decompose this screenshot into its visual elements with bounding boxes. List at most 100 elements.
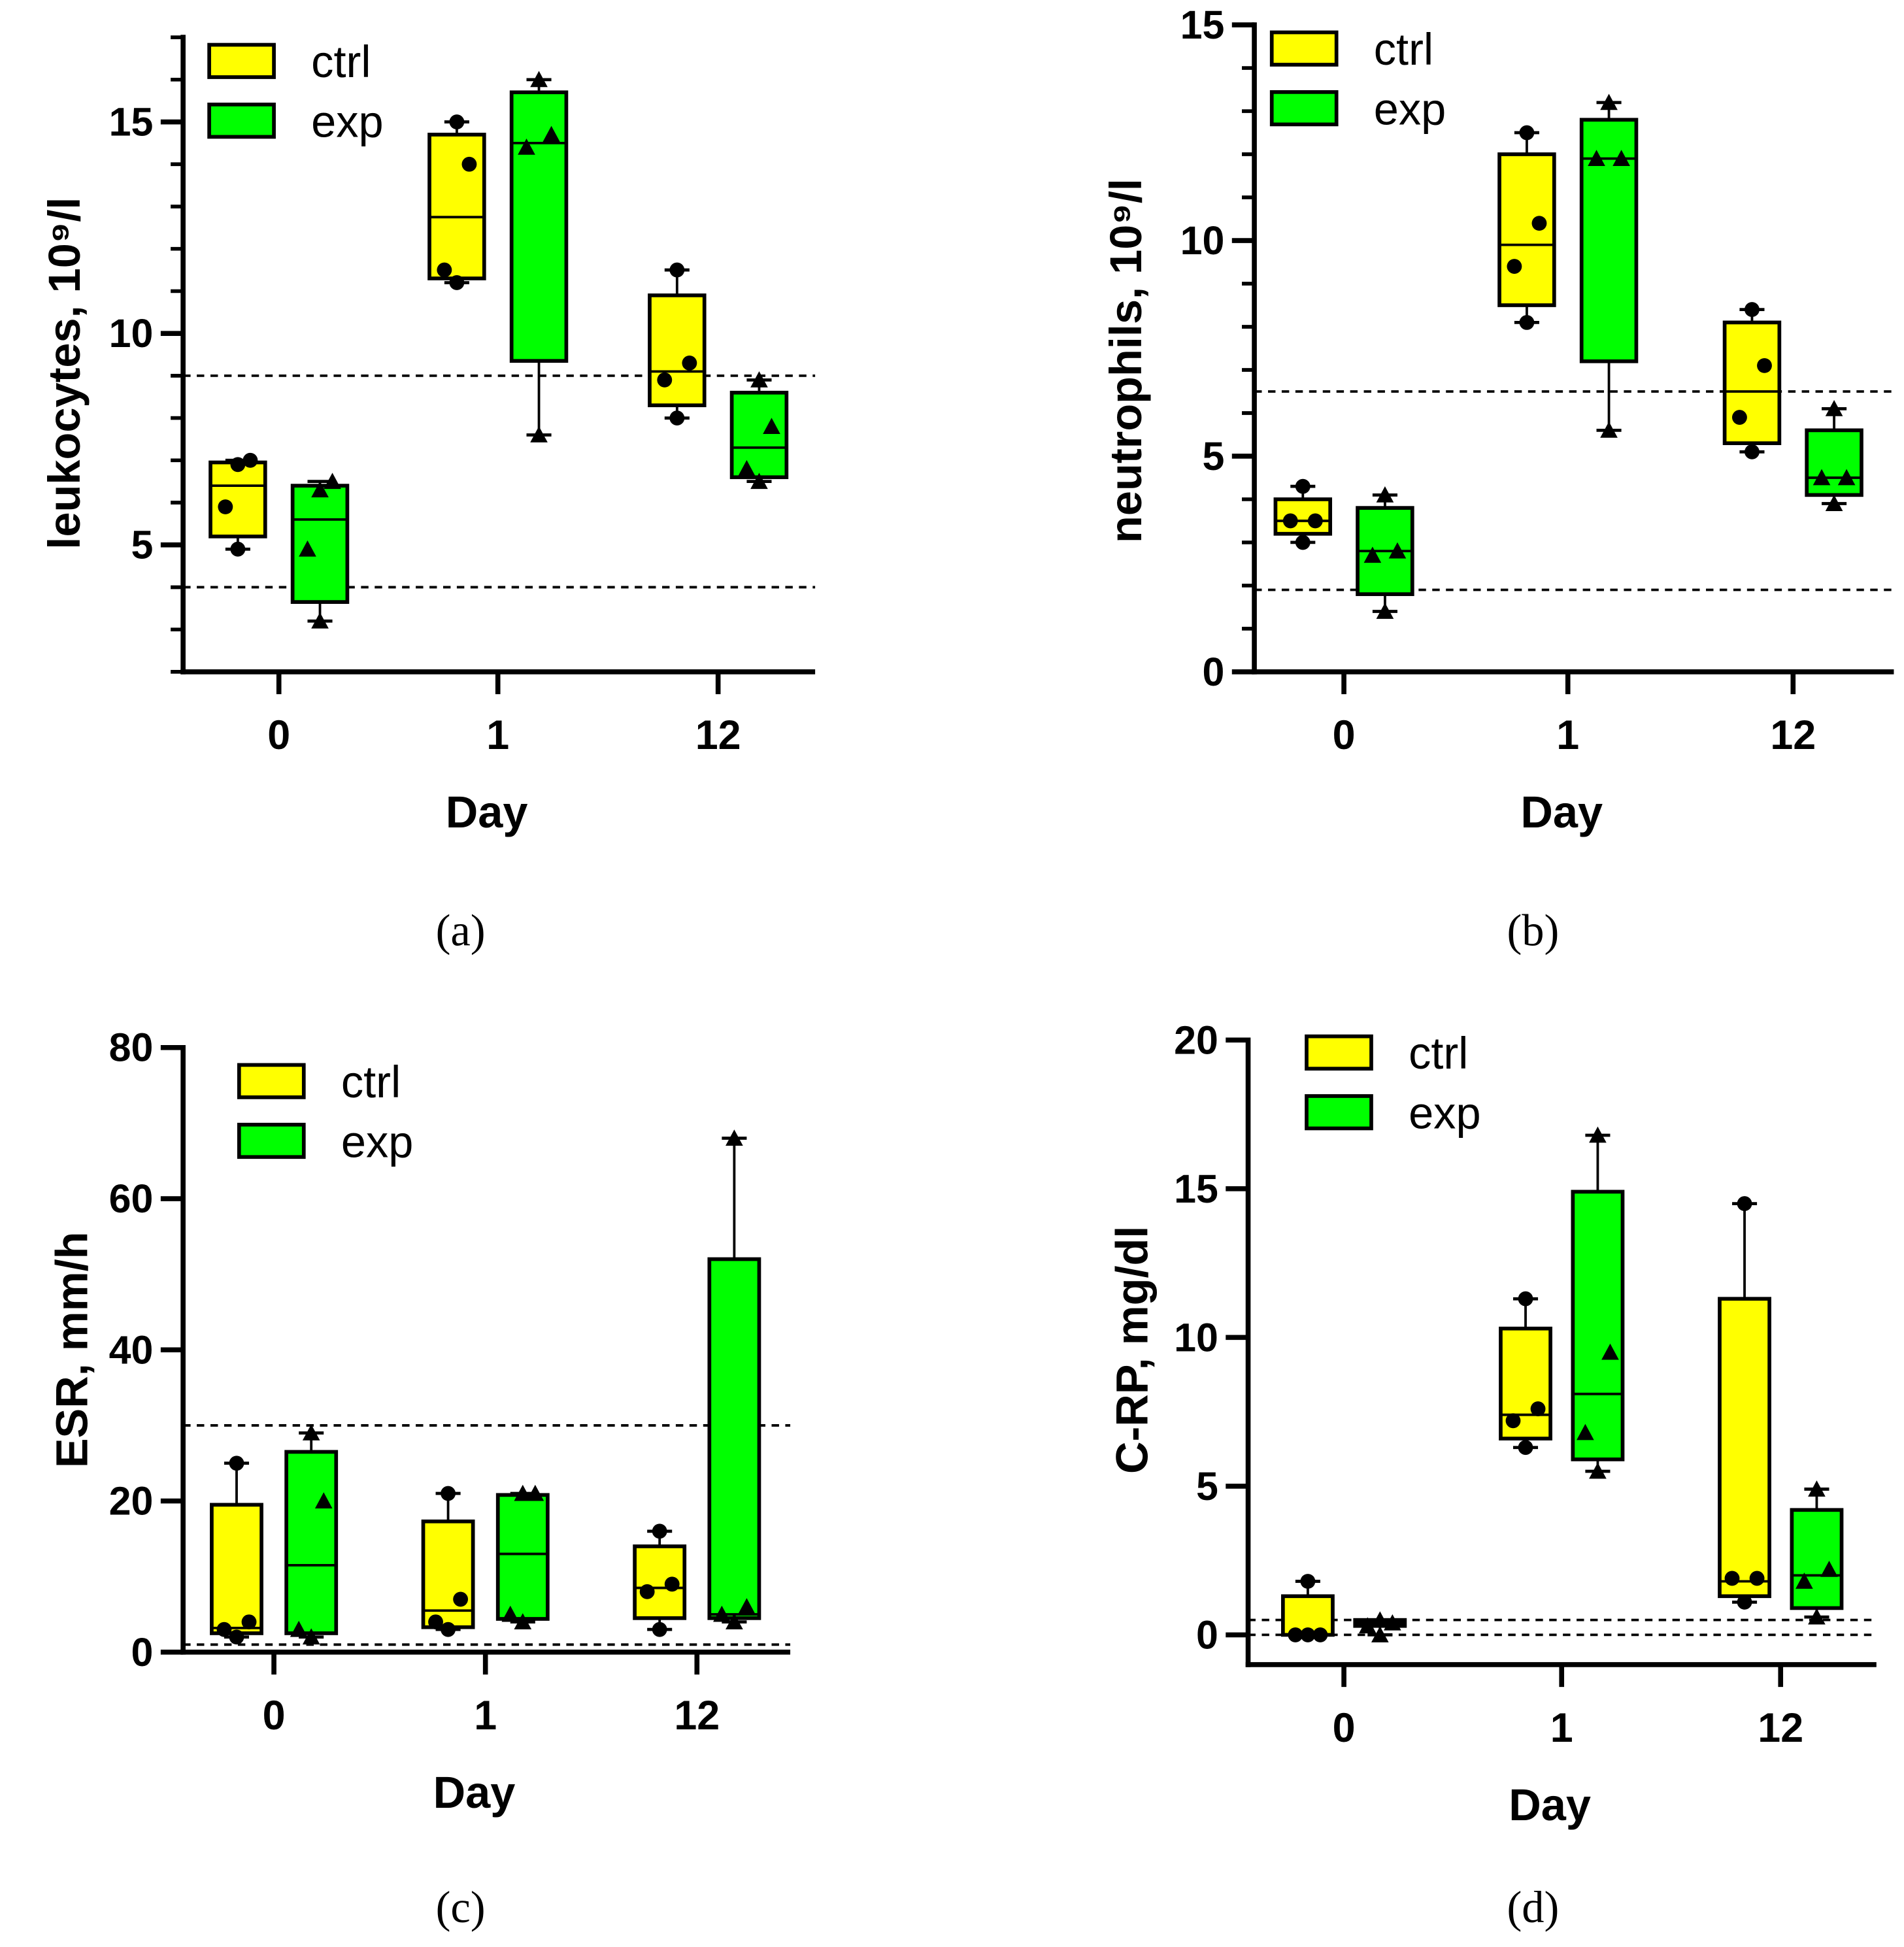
legend-swatch-ctrl	[207, 42, 276, 79]
box-ctrl-day-12	[1718, 1196, 1771, 1610]
data-point	[1288, 1627, 1303, 1642]
data-point	[441, 1622, 456, 1637]
box-exp-day-1	[495, 1484, 550, 1630]
data-point	[1531, 216, 1547, 231]
data-point	[311, 612, 329, 629]
x-axis-title: Day	[446, 787, 528, 837]
y-tick-label: 5	[131, 523, 154, 567]
data-point	[230, 457, 246, 473]
x-tick-label: 12	[1758, 1705, 1803, 1751]
data-point	[441, 1486, 456, 1501]
chart-panel-a: 5 10 15 0 1 12 Day leukocytes, 10⁹/l ctrl exp (a)	[39, 35, 816, 956]
data-point	[1363, 546, 1382, 563]
y-tick-label: 10	[109, 311, 154, 356]
box-ctrl-day-0	[1280, 1574, 1335, 1642]
data-point	[713, 1605, 731, 1622]
data-point	[1749, 1571, 1765, 1586]
x-tick-label: 1	[1556, 712, 1579, 758]
data-point	[1600, 422, 1618, 438]
data-point	[657, 372, 673, 388]
box-iqr	[1579, 118, 1639, 363]
data-point	[437, 262, 452, 278]
box-ctrl-day-1	[421, 1486, 475, 1637]
y-tick-label: 60	[109, 1176, 154, 1221]
data-point	[324, 473, 341, 490]
box-exp-day-12	[1805, 400, 1863, 511]
data-point	[1808, 1480, 1826, 1497]
y-tick-label: 0	[1202, 650, 1224, 694]
data-point	[1745, 302, 1760, 318]
legend-label-ctrl: ctrl	[1374, 24, 1433, 75]
data-point	[1371, 1626, 1389, 1642]
data-point	[1825, 495, 1843, 511]
legend-label-exp: exp	[341, 1116, 413, 1167]
box-iqr	[1571, 1190, 1625, 1461]
data-point	[1724, 1571, 1740, 1586]
data-point	[461, 156, 477, 172]
data-point	[1530, 1401, 1546, 1416]
data-point	[1825, 400, 1843, 416]
data-point	[1307, 513, 1323, 529]
box-iqr	[427, 133, 486, 280]
x-tick-label: 1	[486, 712, 509, 758]
x-tick-label: 1	[1550, 1705, 1573, 1751]
data-point	[1507, 259, 1522, 275]
y-tick-label: 5	[1196, 1464, 1218, 1508]
box-ctrl-day-0	[209, 452, 267, 557]
panel-caption: (c)	[436, 1882, 486, 1932]
data-point	[1518, 1440, 1533, 1456]
data-point	[1384, 1614, 1401, 1631]
data-point	[1376, 486, 1394, 503]
legend-label-ctrl: ctrl	[311, 37, 371, 87]
y-axis-title: neutrophils, 10⁹/l	[1101, 178, 1151, 543]
box-ctrl-day-1	[1497, 125, 1556, 330]
box-ctrl-day-1	[1499, 1291, 1552, 1456]
y-axis-title: ESR, mm/h	[47, 1231, 97, 1468]
y-tick-label: 40	[109, 1327, 154, 1372]
y-tick-label: 10	[1174, 1315, 1218, 1359]
data-point	[1312, 1627, 1328, 1642]
legend-swatch-ctrl	[1269, 30, 1339, 67]
data-point	[1371, 1611, 1389, 1628]
data-point	[1295, 478, 1311, 494]
box-iqr	[495, 1493, 550, 1621]
data-point	[652, 1523, 667, 1539]
data-point	[750, 473, 768, 490]
box-exp-day-1	[1571, 1126, 1625, 1479]
box-exp-day-0	[284, 1424, 339, 1645]
box-ctrl-day-1	[427, 114, 486, 290]
data-point	[229, 1456, 244, 1471]
y-tick-label: 20	[109, 1479, 154, 1523]
data-point	[1795, 1573, 1813, 1589]
data-point	[241, 1614, 257, 1630]
legend-swatch-ctrl	[237, 1063, 306, 1099]
data-point	[1737, 1594, 1752, 1610]
legend-label-exp: exp	[311, 96, 383, 146]
panel-caption: (b)	[1507, 906, 1559, 956]
y-tick-label: 15	[1174, 1167, 1218, 1211]
data-point	[1519, 314, 1535, 330]
legend-swatch-exp	[1269, 90, 1339, 127]
box-ctrl-day-12	[633, 1523, 687, 1637]
x-axis-title: Day	[1509, 1780, 1591, 1830]
x-tick-label: 12	[695, 712, 741, 758]
data-point	[314, 1492, 333, 1509]
box-iqr	[648, 293, 707, 408]
data-point	[1612, 150, 1630, 167]
data-point	[514, 1484, 532, 1501]
data-point	[514, 1613, 532, 1630]
data-point	[664, 1576, 680, 1592]
data-point	[299, 540, 316, 557]
data-point	[1808, 1608, 1826, 1625]
data-point	[311, 481, 329, 498]
y-tick-label: 0	[131, 1630, 154, 1674]
data-point	[1505, 1413, 1521, 1429]
legend-label-ctrl: ctrl	[341, 1057, 401, 1107]
data-point	[1300, 1574, 1316, 1589]
data-point	[1757, 358, 1772, 373]
box-iqr	[1790, 1508, 1844, 1610]
box-iqr	[707, 1257, 761, 1620]
box-exp-day-0	[1356, 486, 1414, 619]
data-point	[1589, 1126, 1607, 1143]
data-point	[652, 1622, 667, 1637]
